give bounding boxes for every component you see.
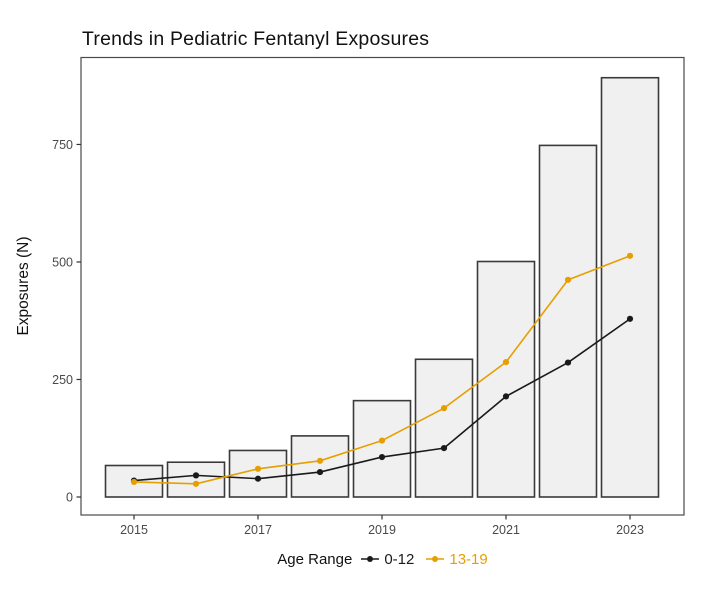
bar-2022 xyxy=(538,144,598,498)
point-13-19-2017 xyxy=(254,465,262,472)
point-0-12-2021 xyxy=(502,393,510,400)
x-tick-label: 2017 xyxy=(244,523,272,537)
y-tick-label: 750 xyxy=(52,138,73,152)
point-0-12-2023 xyxy=(626,315,634,322)
legend-entry-label: 13-19 xyxy=(449,550,488,568)
y-tick-label: 250 xyxy=(52,373,73,387)
x-tick-label: 2021 xyxy=(492,523,520,537)
legend-entry-13-19: 13-19 xyxy=(426,550,488,568)
point-0-12-2019 xyxy=(378,453,386,461)
legend-title: Age Range xyxy=(277,550,353,568)
bar-2018 xyxy=(290,435,350,498)
line-point-key-icon xyxy=(361,556,380,562)
bar-2019 xyxy=(352,399,412,498)
point-13-19-2018 xyxy=(316,457,324,464)
chart-title: Trends in Pediatric Fentanyl Exposures xyxy=(82,28,430,50)
line-point-key-icon xyxy=(426,556,445,562)
x-tick-label: 2023 xyxy=(616,523,644,537)
point-13-19-2020 xyxy=(440,405,448,412)
point-13-19-2023 xyxy=(626,252,634,259)
point-0-12-2020 xyxy=(440,445,448,452)
point-0-12-2022 xyxy=(564,359,572,366)
legend-entry-0-12: 0-12 xyxy=(361,551,414,568)
legend: Age Range 0-12 13-19 xyxy=(81,546,684,572)
bar-2021 xyxy=(476,260,536,498)
point-13-19-2015 xyxy=(130,478,138,486)
y-tick-label: 500 xyxy=(52,255,73,269)
legend-entry-label: 0-12 xyxy=(384,550,415,568)
point-13-19-2022 xyxy=(564,276,572,283)
y-tick-label: 0 xyxy=(66,491,73,505)
point-13-19-2016 xyxy=(192,480,200,487)
point-0-12-2017 xyxy=(254,475,262,482)
point-0-12-2016 xyxy=(192,472,200,479)
bar-2020 xyxy=(414,358,474,498)
x-tick-label: 2019 xyxy=(368,523,396,537)
x-tick-label: 2015 xyxy=(120,523,148,537)
point-13-19-2021 xyxy=(502,358,510,366)
bar-2023 xyxy=(600,76,660,498)
bar-2015 xyxy=(104,464,164,498)
point-0-12-2018 xyxy=(316,468,324,476)
point-13-19-2019 xyxy=(378,437,386,444)
